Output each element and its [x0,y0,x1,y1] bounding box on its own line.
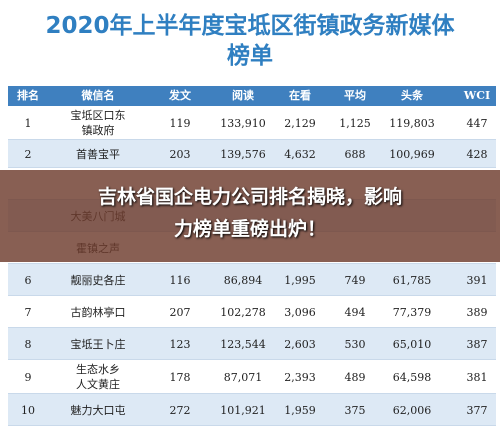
metric: 389 [466,305,488,319]
row-background [8,394,496,426]
name-line: 宝坻王卜庄 [70,337,126,351]
account-name: 靓丽史各庄 [48,273,148,288]
row-background [8,106,496,140]
overlay-line: 吉林省国企电力公司排名揭晓，影响 [97,186,402,208]
metric: 77,379 [392,305,432,319]
metric: 119,803 [389,116,435,130]
metric: 65,010 [392,337,432,351]
rank: 1 [24,116,32,130]
metric: 123 [169,337,191,351]
metric: 387 [466,337,488,351]
metric: 377 [466,403,488,417]
overlay-line: 力榜单重磅出炉！ [173,218,326,240]
metric: 3,096 [284,305,316,319]
name-line: 魅力大口屯 [70,403,126,417]
title-line: 榜单 [227,43,273,69]
column-header: WCI [463,89,491,102]
name-line: 生态水乡 [76,363,120,376]
column-header: 平均 [344,89,366,102]
metric: 2,393 [284,370,316,384]
column-header: 排名 [17,89,39,102]
metric: 530 [344,337,366,351]
metric: 87,071 [223,370,263,384]
metric: 688 [344,147,366,161]
metric: 1,125 [339,116,371,130]
column-header: 头条 [401,89,423,102]
name-line: 靓丽史各庄 [70,273,126,287]
metric: 203 [169,147,191,161]
metric: 133,910 [220,116,266,130]
metric: 123,544 [220,337,266,351]
row-background [8,328,496,360]
metric: 494 [344,305,366,319]
metric: 428 [466,147,488,161]
title-line: 2020年上半年度宝坻区街镇政务新媒体 [45,13,455,39]
metric: 1,959 [284,403,316,417]
rank: 6 [24,273,32,287]
row-background [8,264,496,296]
name-line: 古韵林亭口 [70,305,126,319]
metric: 272 [169,403,191,417]
column-header: 发文 [169,89,191,102]
row-background [8,296,496,328]
metric: 489 [344,370,366,384]
metric: 2,129 [284,116,316,130]
metric: 749 [344,273,366,287]
account-name: 首善宝平 [48,147,148,162]
metric: 375 [344,403,366,417]
metric: 1,995 [284,273,316,287]
name-line: 首善宝平 [76,147,120,161]
account-name: 宝坻王卜庄 [48,337,148,352]
metric: 2,603 [284,337,316,351]
column-header: 微信名 [81,89,115,102]
rank: 2 [24,147,32,161]
name-line: 宝坻区口东 [70,109,126,122]
metric: 102,278 [220,305,266,319]
row-background [8,360,496,394]
metric: 64,598 [392,370,432,384]
account-name: 魅力大口屯 [48,403,148,418]
metric: 61,785 [392,273,432,287]
metric: 116 [169,273,191,287]
account-name: 宝坻区口东 镇政府 [48,108,148,138]
metric: 62,006 [392,403,432,417]
account-name: 古韵林亭口 [48,305,148,320]
metric: 139,576 [220,147,266,161]
metric: 101,921 [220,403,266,417]
name-line: 镇政府 [81,124,115,137]
rank: 10 [21,403,35,417]
account-name: 生态水乡 人文黄庄 [48,362,148,392]
column-header: 在看 [289,89,311,102]
overlay-banner [0,170,500,262]
column-header: 阅读 [232,89,254,102]
metric: 178 [169,370,191,384]
metric: 447 [466,116,488,130]
metric: 391 [466,273,488,287]
name-line: 人文黄庄 [76,378,120,391]
metric: 4,632 [284,147,316,161]
header-row [8,86,496,106]
metric: 86,894 [223,273,263,287]
metric: 100,969 [389,147,435,161]
metric: 381 [466,370,488,384]
rank: 7 [24,305,32,319]
row-background [8,140,496,168]
metric: 207 [169,305,191,319]
metric: 119 [169,116,191,130]
rank: 8 [24,337,32,351]
rank: 9 [24,370,32,384]
